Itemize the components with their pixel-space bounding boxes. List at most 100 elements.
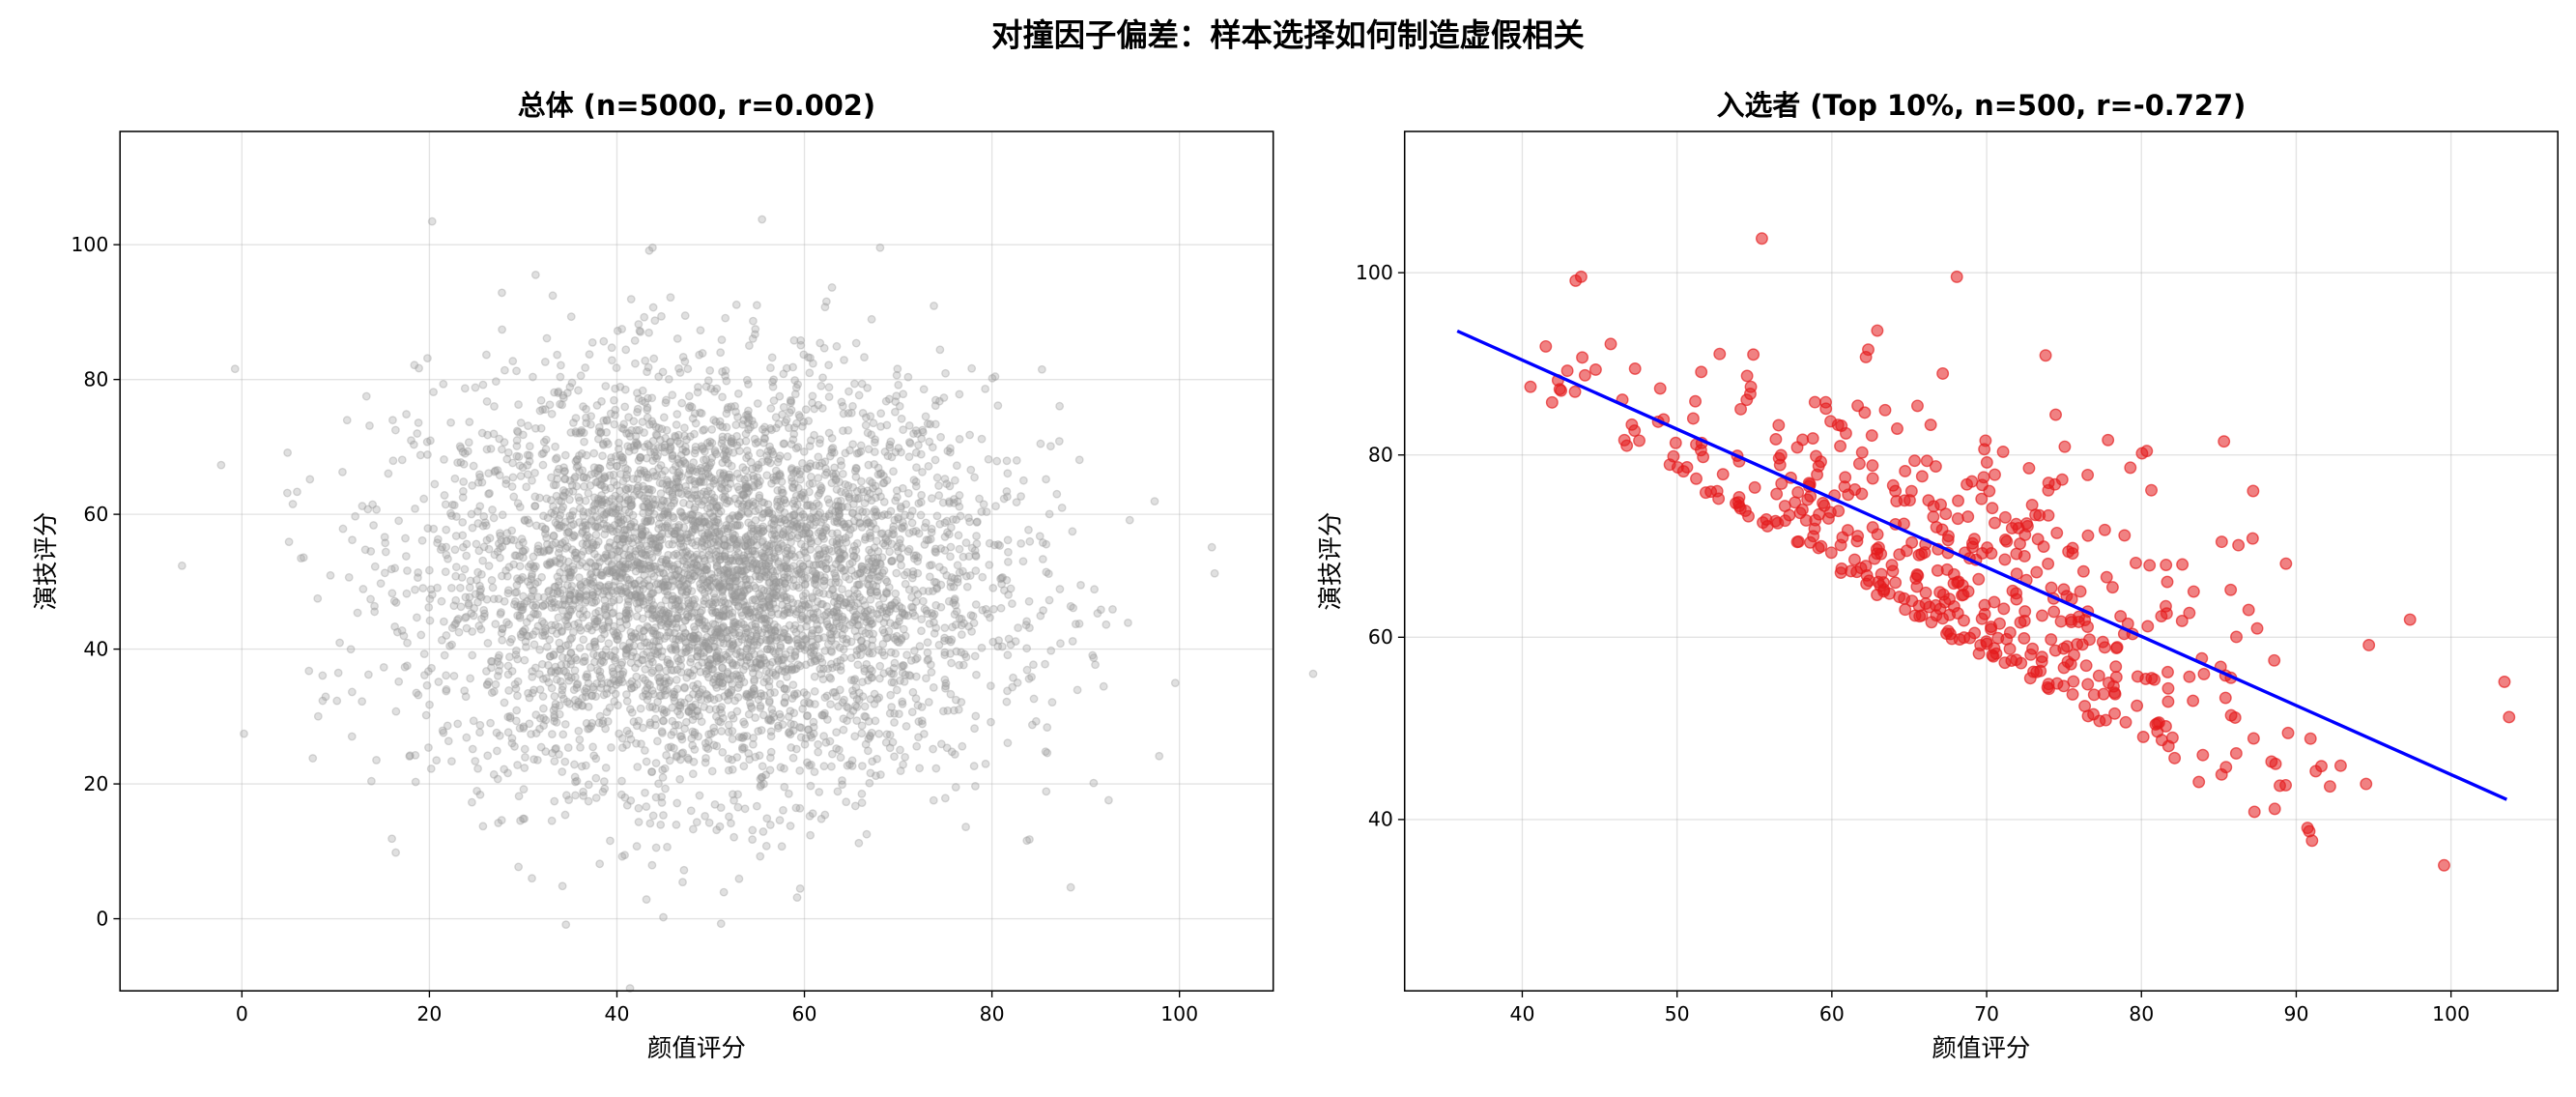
- data-point: [765, 587, 775, 596]
- data-point: [784, 789, 793, 798]
- data-point: [607, 685, 616, 695]
- data-point: [230, 364, 240, 374]
- data-point: [1066, 882, 1075, 892]
- data-point: [877, 568, 887, 578]
- data-point: [701, 758, 710, 767]
- data-point: [917, 615, 927, 624]
- data-point: [789, 720, 799, 730]
- data-point: [698, 444, 707, 452]
- data-point: [649, 354, 659, 363]
- data-point: [644, 545, 653, 555]
- data-point: [353, 608, 362, 618]
- data-point: [889, 663, 899, 673]
- data-point: [587, 718, 597, 728]
- data-point: [787, 440, 796, 449]
- data-point: [686, 806, 696, 816]
- data-point: [647, 417, 657, 426]
- data-point: [642, 453, 651, 463]
- data-point: [810, 404, 819, 414]
- data-point: [744, 709, 754, 719]
- data-point: [792, 519, 802, 529]
- data-point: [590, 617, 600, 626]
- data-point: [780, 782, 789, 792]
- data-point: [558, 606, 567, 615]
- data-point: [758, 548, 767, 558]
- data-point: [599, 474, 609, 483]
- data-point: [898, 524, 907, 534]
- data-point: [798, 592, 808, 601]
- data-point: [536, 547, 545, 557]
- data-point: [525, 442, 534, 451]
- data-point: [847, 618, 857, 627]
- data-point: [982, 507, 991, 517]
- data-point: [560, 810, 570, 820]
- data-point: [816, 481, 825, 491]
- data-point: [644, 531, 653, 540]
- data-point: [799, 447, 809, 456]
- data-point: [486, 656, 496, 666]
- data-point: [773, 721, 783, 731]
- data-point: [850, 379, 859, 389]
- data-point: [489, 594, 499, 604]
- data-point: [934, 396, 944, 406]
- data-point: [566, 635, 575, 645]
- data-point: [750, 434, 759, 444]
- data-point: [633, 475, 643, 483]
- data-point: [855, 518, 865, 528]
- data-point: [580, 656, 589, 666]
- data-point: [727, 473, 736, 482]
- data-point: [911, 481, 921, 491]
- data-point: [447, 500, 457, 509]
- data-point: [439, 379, 448, 389]
- data-point: [940, 636, 949, 646]
- data-point: [656, 621, 666, 630]
- data-point: [574, 573, 584, 582]
- data-point: [854, 494, 864, 503]
- data-point: [607, 356, 616, 365]
- data-point: [832, 513, 842, 523]
- data-point: [720, 540, 730, 550]
- data-point: [512, 426, 522, 436]
- data-point: [483, 638, 493, 648]
- data-point: [644, 474, 653, 482]
- data-point: [531, 710, 541, 719]
- data-point: [580, 481, 588, 491]
- data-point: [523, 450, 532, 460]
- data-point: [720, 524, 730, 534]
- data-point: [558, 652, 567, 662]
- data-point: [758, 513, 767, 523]
- data-point: [895, 538, 904, 548]
- data-point: [704, 818, 714, 827]
- data-point: [662, 480, 672, 490]
- data-point: [601, 524, 611, 534]
- data-point: [564, 596, 574, 606]
- data-point: [618, 424, 628, 434]
- data-point: [411, 585, 419, 594]
- data-point: [924, 587, 933, 596]
- data-point: [903, 488, 913, 498]
- data-point: [777, 476, 787, 486]
- data-point: [460, 564, 470, 574]
- data-point: [497, 628, 506, 638]
- data-point: [638, 655, 647, 665]
- data-point: [588, 588, 598, 597]
- data-point: [522, 631, 531, 641]
- data-point: [766, 446, 776, 455]
- data-point: [670, 529, 678, 538]
- data-point: [855, 644, 865, 653]
- data-point: [738, 600, 748, 610]
- data-point: [678, 878, 687, 887]
- data-point: [736, 507, 746, 517]
- data-point: [698, 538, 707, 548]
- data-point: [623, 483, 633, 493]
- data-point: [475, 728, 484, 737]
- data-point: [388, 416, 397, 425]
- data-point: [924, 461, 933, 471]
- data-point: [698, 551, 706, 561]
- data-point: [739, 490, 749, 500]
- data-point: [503, 712, 513, 722]
- data-point: [679, 523, 689, 533]
- data-point: [951, 621, 960, 629]
- data-point: [738, 744, 747, 754]
- data-point: [580, 652, 589, 662]
